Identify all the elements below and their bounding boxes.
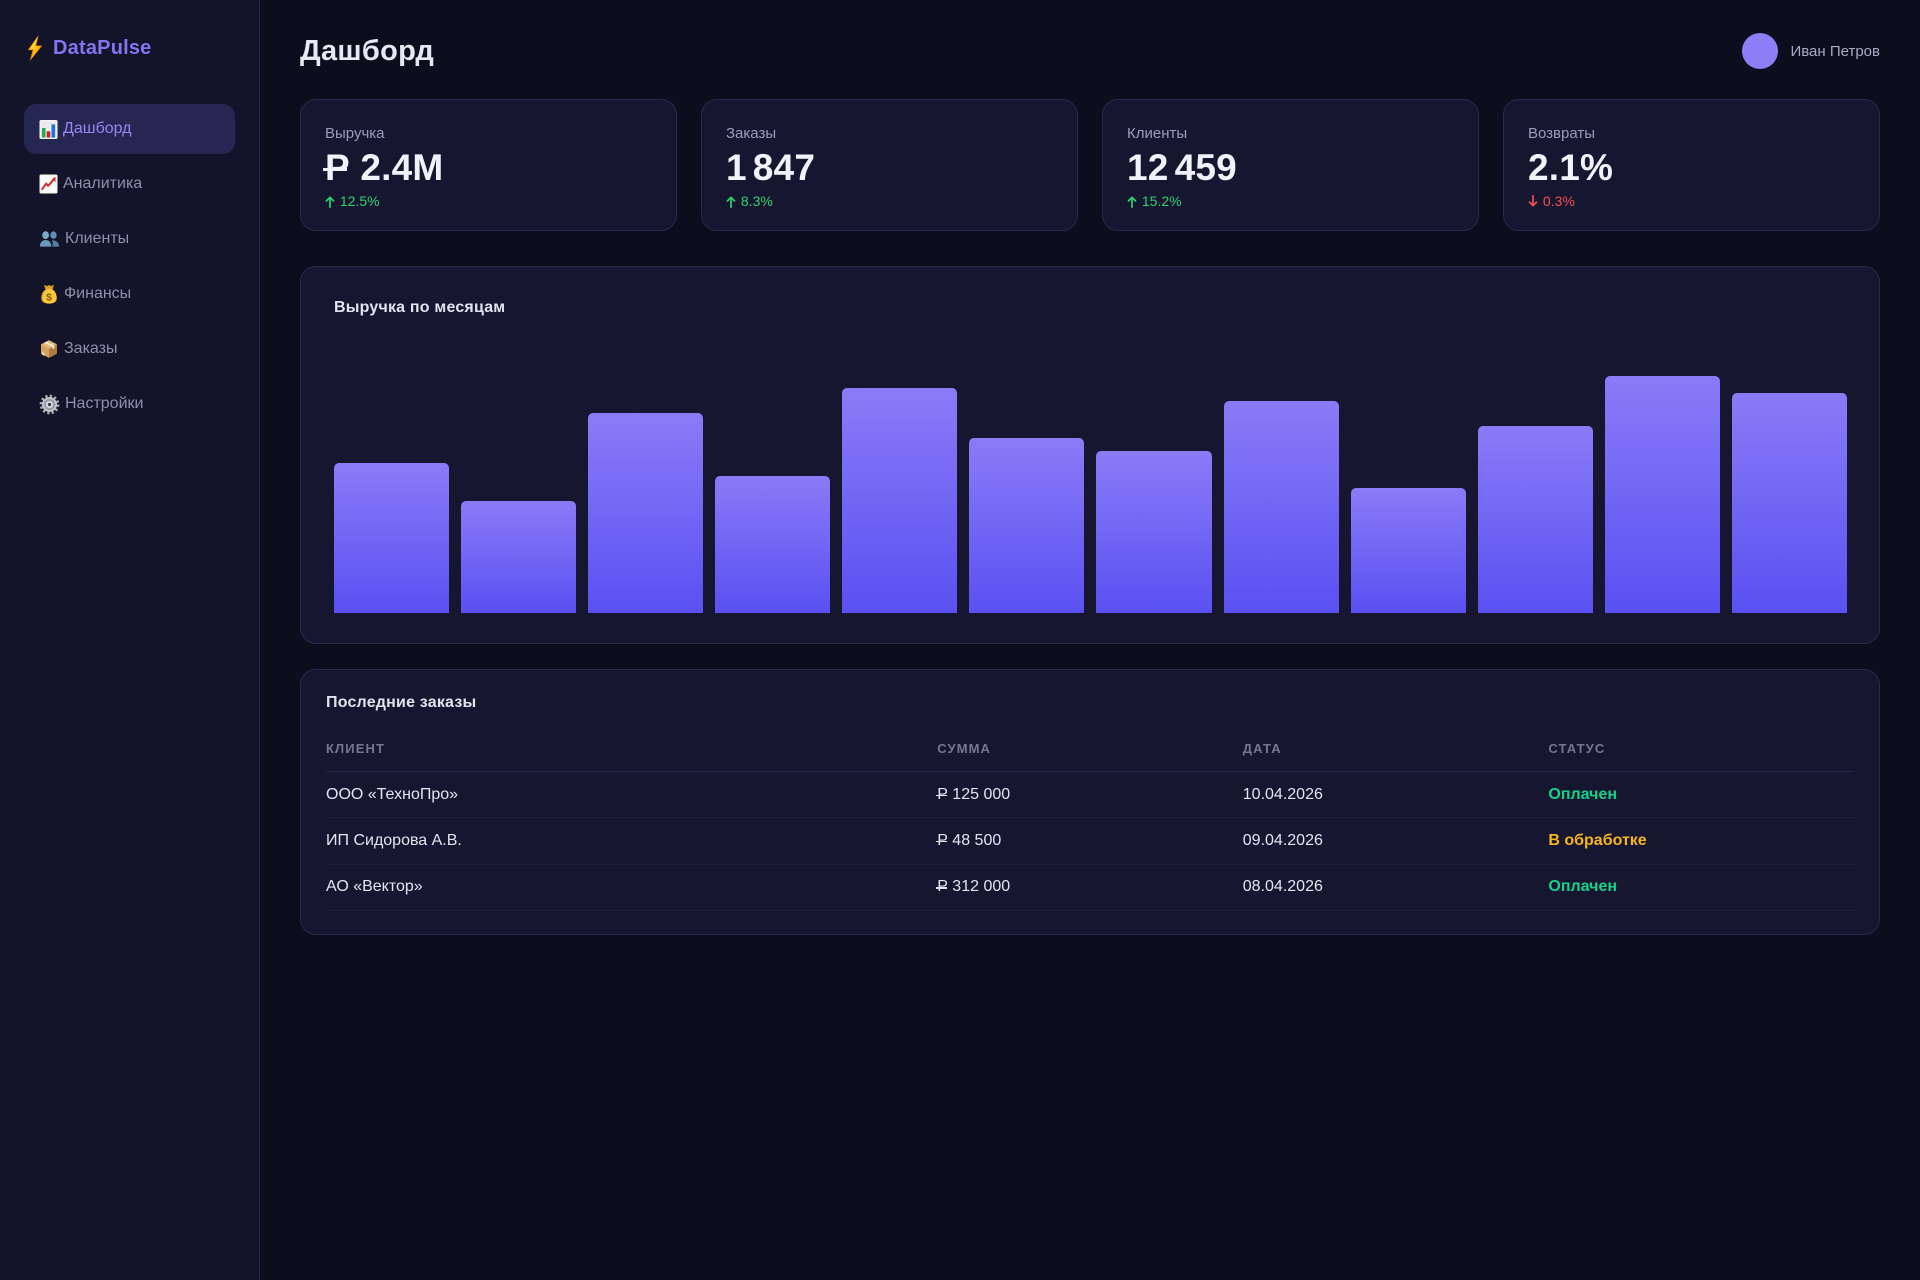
svg-text:$: $ [46,291,52,303]
